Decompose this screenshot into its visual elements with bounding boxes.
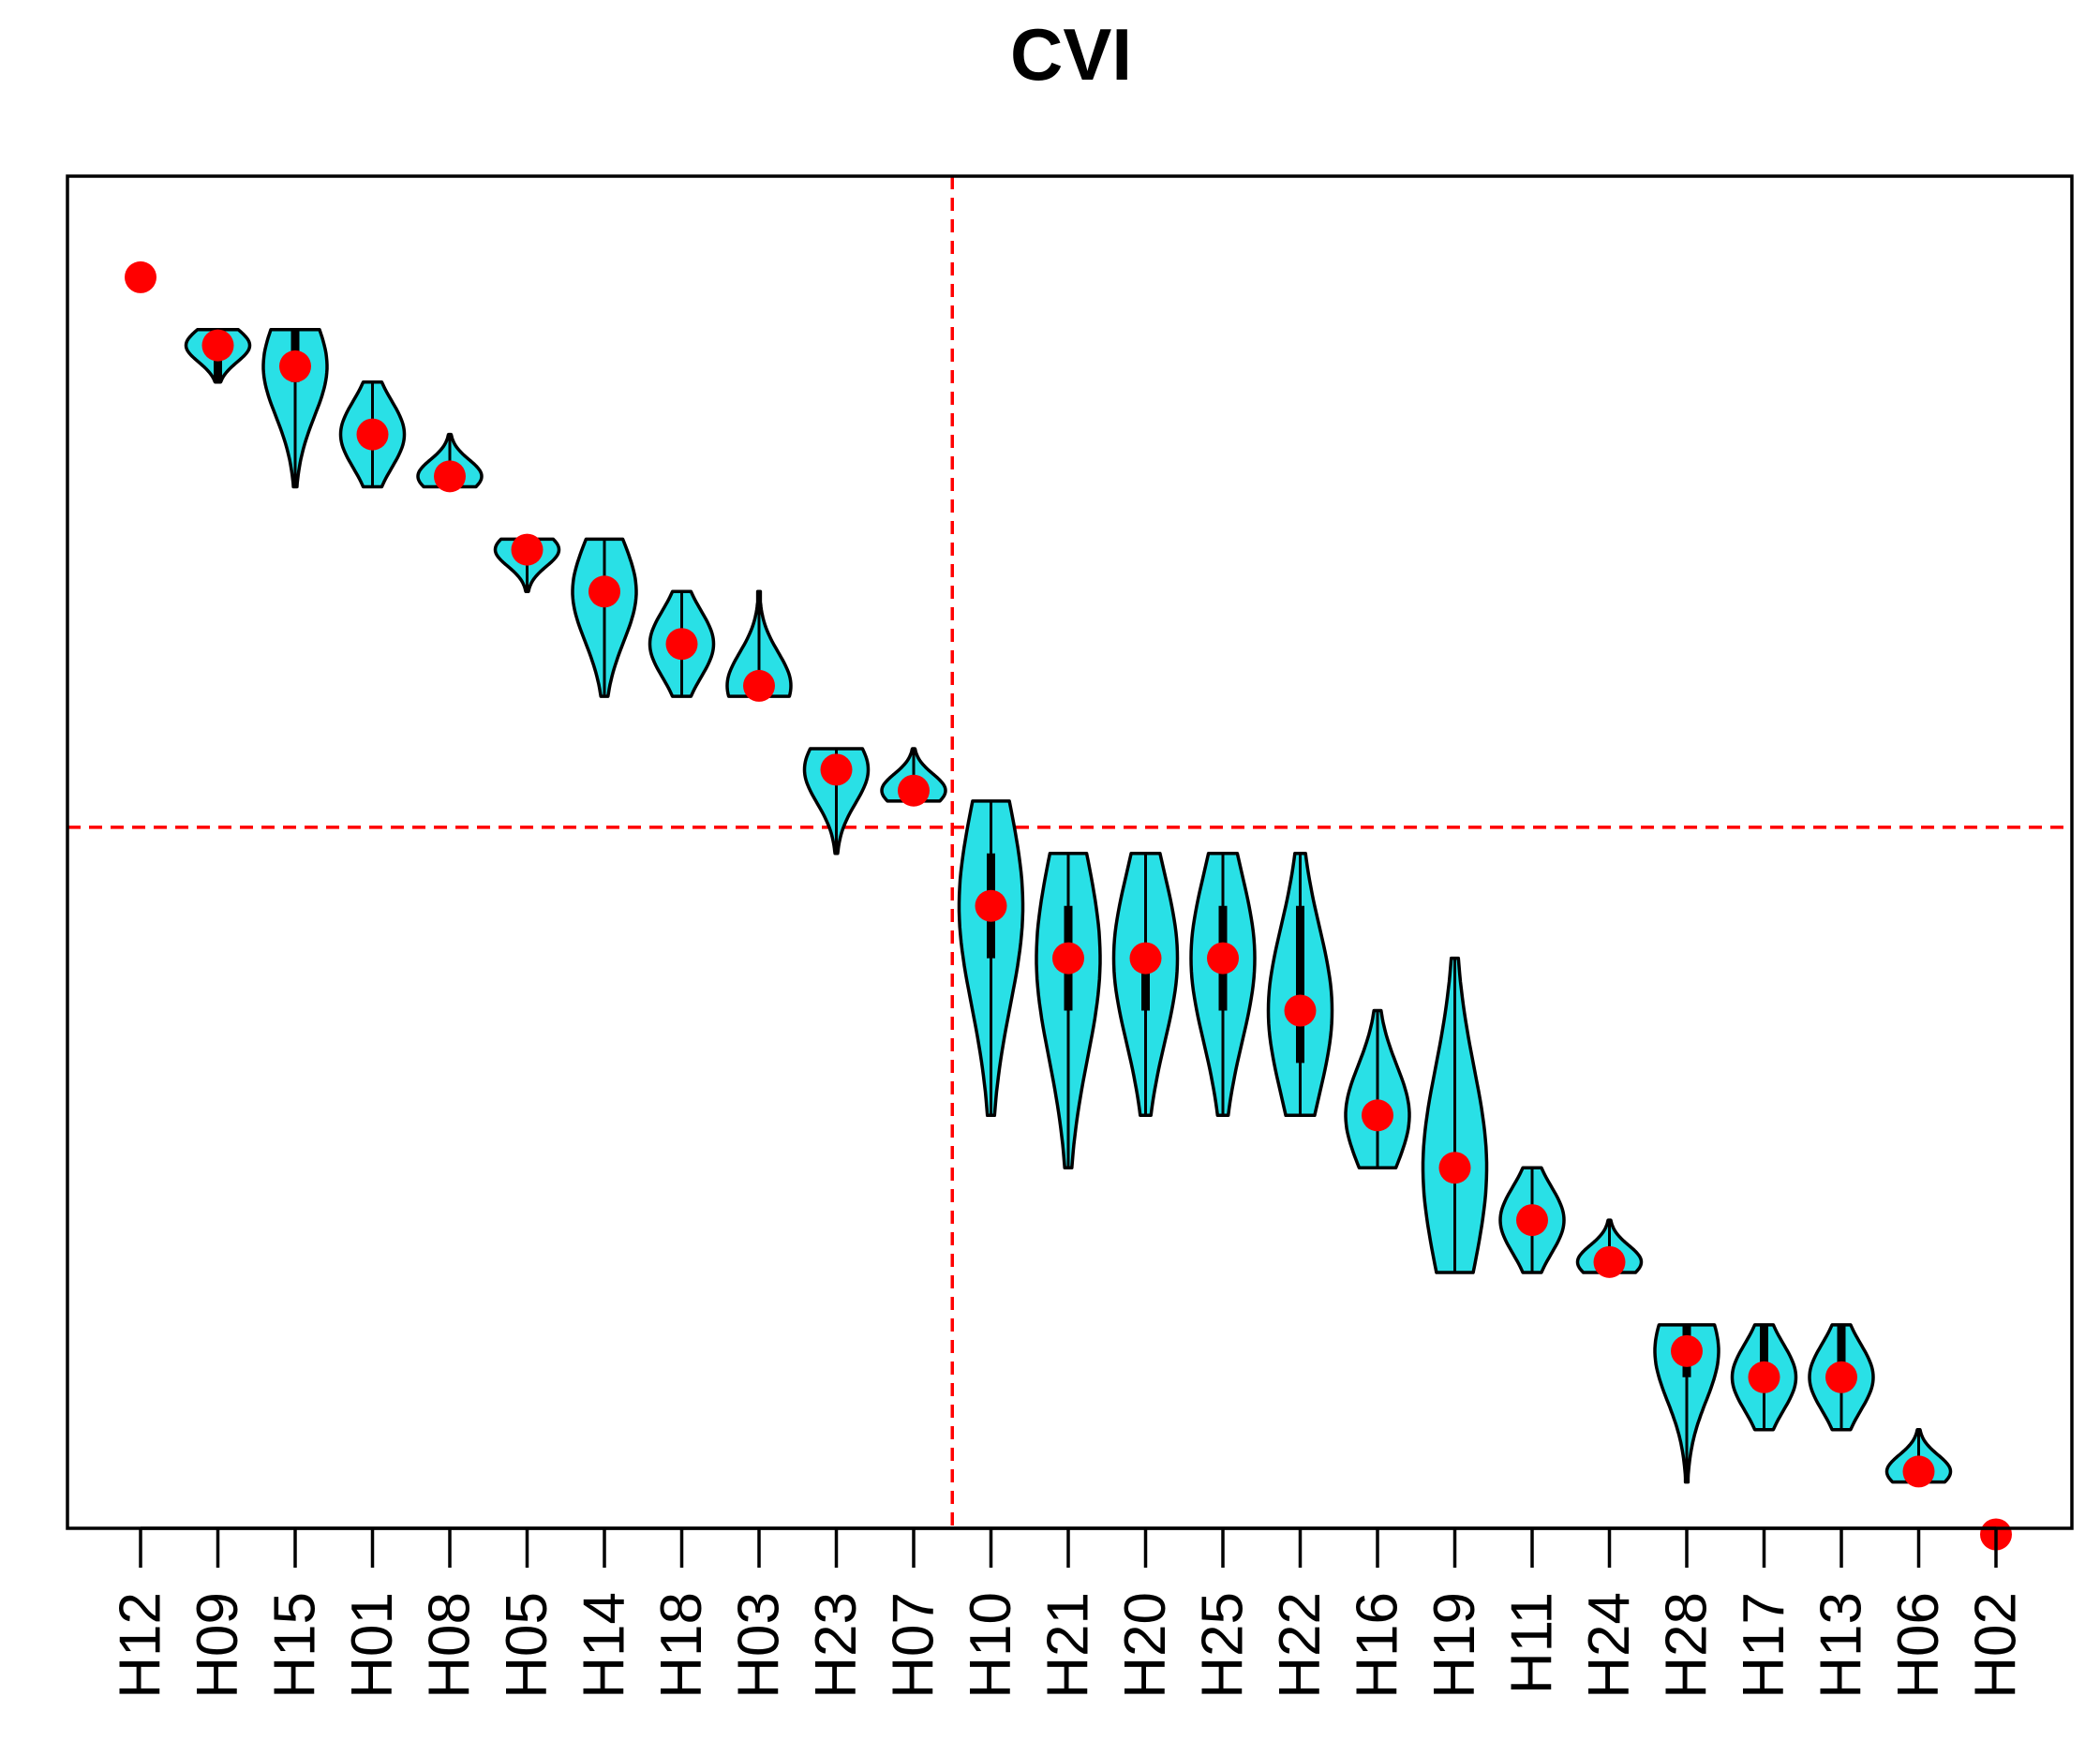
point-H25	[1207, 942, 1239, 975]
x-tick-label-H14: H14	[573, 1592, 637, 1699]
chart-title: CVI	[1010, 13, 1132, 96]
point-H05	[511, 533, 544, 566]
point-H24	[1593, 1245, 1626, 1278]
x-tick-label-H28: H28	[1655, 1592, 1720, 1699]
point-H14	[588, 575, 620, 608]
point-H01	[356, 418, 389, 451]
x-tick-label-H21: H21	[1036, 1592, 1101, 1699]
x-tick-label-H20: H20	[1113, 1592, 1178, 1699]
point-H28	[1671, 1334, 1703, 1367]
x-tick-label-H11: H11	[1500, 1592, 1565, 1694]
point-H20	[1129, 942, 1162, 975]
point-H16	[1362, 1099, 1393, 1132]
point-H11	[1516, 1204, 1548, 1237]
x-tick-label-H02: H02	[1964, 1592, 2029, 1699]
x-tick-label-H10: H10	[959, 1592, 1023, 1699]
point-H08	[434, 460, 466, 493]
x-tick-label-H24: H24	[1577, 1592, 1642, 1699]
x-tick-label-H08: H08	[418, 1592, 483, 1699]
violins-layer	[184, 328, 1953, 1484]
point-H23	[820, 753, 853, 786]
x-tick-label-H07: H07	[882, 1592, 946, 1699]
x-tick-label-H09: H09	[186, 1592, 250, 1699]
x-tick-label-H25: H25	[1191, 1592, 1256, 1699]
reference-lines-layer	[67, 176, 2072, 1528]
x-tick-label-H06: H06	[1886, 1592, 1951, 1699]
x-tick-label-H17: H17	[1732, 1592, 1796, 1699]
x-tick-label-H19: H19	[1422, 1592, 1487, 1699]
x-tick-label-H16: H16	[1346, 1592, 1410, 1699]
point-H06	[1902, 1455, 1935, 1488]
x-axis: H12 H09 H15 H01 H08 H05 H14 H18 H03 H23 H07 H10 H21 H…	[109, 1526, 2029, 1699]
point-H15	[279, 350, 311, 382]
x-tick-label-H03: H03	[727, 1592, 792, 1699]
point-H07	[898, 774, 930, 807]
point-H09	[201, 329, 234, 362]
point-H10	[975, 889, 1007, 922]
point-H18	[665, 628, 698, 661]
x-tick-label-H22: H22	[1268, 1592, 1333, 1699]
point-H22	[1284, 994, 1317, 1027]
point-H13	[1825, 1361, 1857, 1393]
x-tick-label-H12: H12	[109, 1592, 173, 1699]
x-tick-label-H18: H18	[649, 1592, 714, 1699]
point-H21	[1052, 942, 1084, 975]
point-H19	[1438, 1152, 1471, 1184]
point-H17	[1748, 1361, 1780, 1393]
x-tick-label-H13: H13	[1810, 1592, 1874, 1699]
x-tick-label-H23: H23	[804, 1592, 869, 1699]
point-H03	[743, 669, 775, 702]
x-tick-label-H05: H05	[495, 1592, 559, 1699]
point-H12	[125, 260, 156, 293]
x-tick-label-H01: H01	[340, 1592, 405, 1699]
x-tick-label-H15: H15	[263, 1592, 328, 1699]
points-layer	[125, 260, 2012, 1551]
